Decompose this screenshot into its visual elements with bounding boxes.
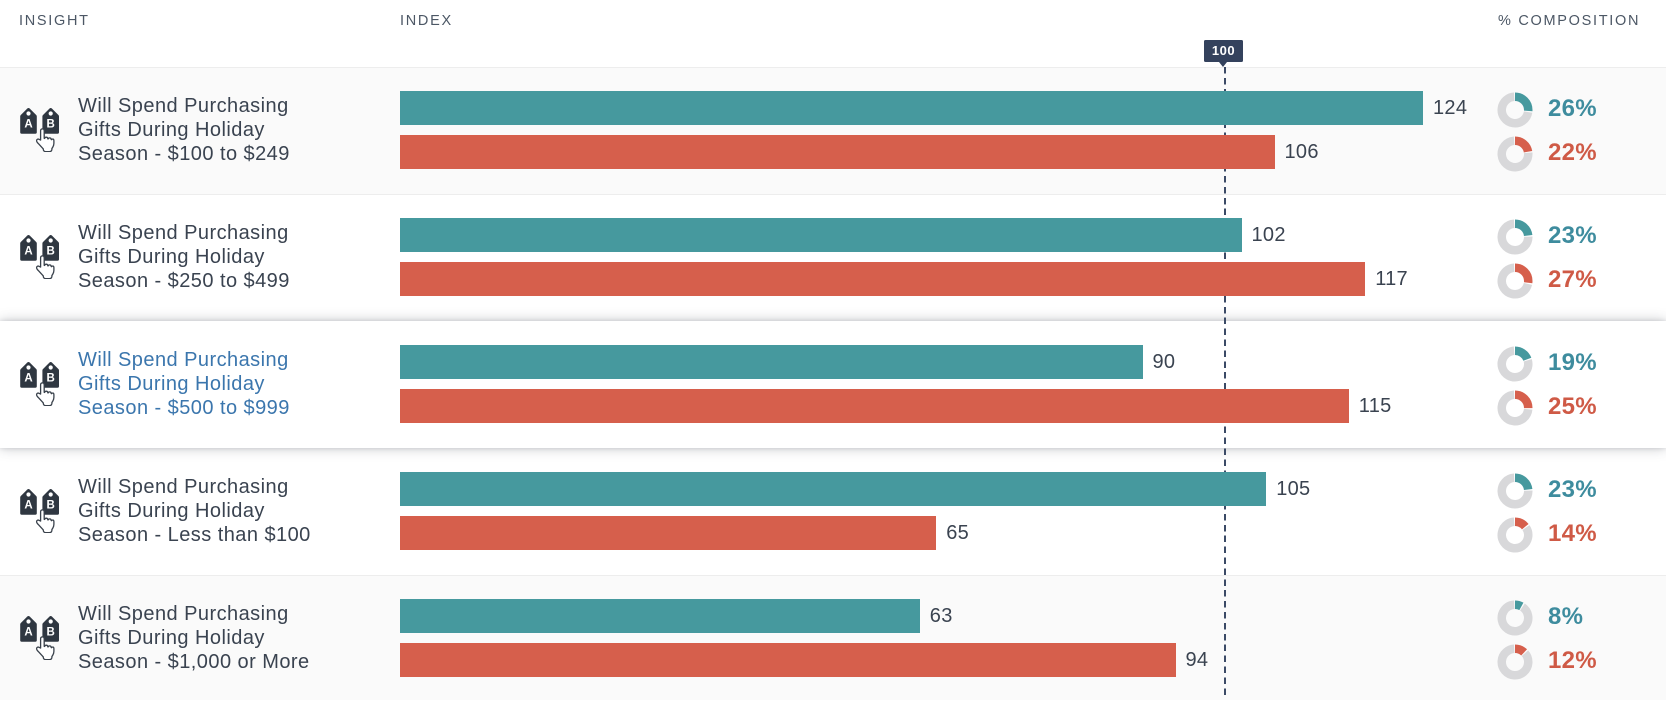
svg-text:B: B: [47, 245, 55, 257]
svg-text:B: B: [47, 499, 55, 511]
svg-text:A: A: [24, 499, 32, 511]
svg-text:A: A: [24, 245, 32, 257]
svg-text:B: B: [47, 118, 55, 130]
svg-text:A: A: [24, 626, 32, 638]
svg-text:B: B: [47, 372, 55, 384]
svg-text:A: A: [24, 118, 32, 130]
svg-text:B: B: [47, 626, 55, 638]
svg-text:A: A: [24, 372, 32, 384]
